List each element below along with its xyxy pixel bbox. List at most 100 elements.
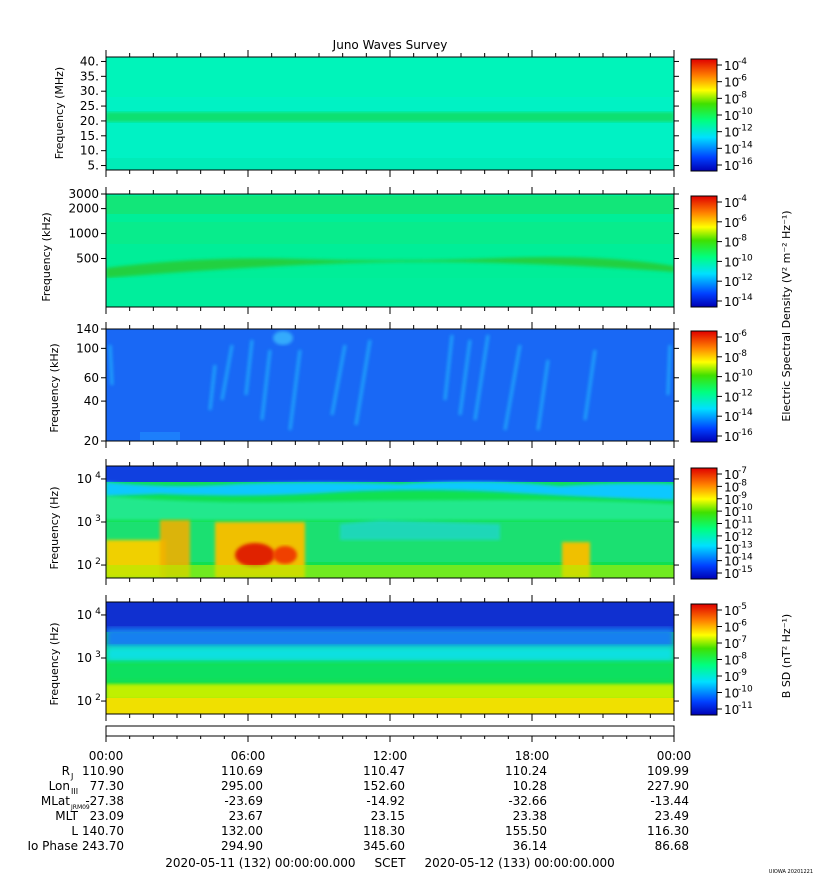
ytick-label: 140 (76, 322, 99, 336)
ytick-exponent: 2 (95, 693, 101, 703)
ylabel-5: Frequency (Hz) (48, 623, 61, 706)
colorbar-tick-exponent: -9 (738, 491, 747, 501)
colorbar-tick-exponent: -6 (738, 214, 747, 224)
ephemeris-row-label: Lon (49, 779, 70, 793)
colorbar-tick-base: 10 (724, 255, 739, 269)
ephemeris-value: 140.70 (82, 824, 124, 838)
colorbar-tick-exponent: -8 (738, 234, 747, 244)
ephemeris-value: 227.90 (647, 779, 689, 793)
colorbar-tick-base: 10 (724, 621, 739, 635)
ephemeris-value: 345.60 (363, 839, 405, 853)
colorbar-tick-exponent: -8 (738, 478, 747, 488)
ephemeris-value: 295.00 (221, 779, 263, 793)
scet-footer: 2020-05-11 (132) 00:00:00.000 SCET 2020-… (165, 856, 615, 870)
ytick-label: 10 (77, 472, 92, 486)
ephemeris-value: 152.60 (363, 779, 405, 793)
colorbar-tick-base: 10 (724, 530, 739, 544)
ytick-label: 500 (76, 252, 99, 266)
ytick-label: 25. (80, 99, 99, 113)
colorbar-tick-exponent: -8 (738, 90, 747, 100)
colorbar-tick-base: 10 (724, 555, 739, 569)
colorbar-tick-base: 10 (724, 126, 739, 140)
ytick-exponent: 2 (95, 557, 101, 567)
time-tick-label: 00:00 (657, 749, 692, 763)
colorbar-label-electric: Electric Spectral Density (V² m⁻² Hz⁻¹) (780, 210, 793, 421)
ytick-label: 10 (77, 558, 92, 572)
colorbar-tick-exponent: -12 (738, 388, 753, 398)
colorbar-tick-exponent: -16 (738, 157, 753, 167)
colorbar-tick-base: 10 (724, 351, 739, 365)
colorbar-tick-exponent: -12 (738, 528, 753, 538)
colorbar-tick-base: 10 (724, 430, 739, 444)
ytick-label: 10 (77, 651, 92, 665)
colorbar-label-bsd: B SD (nT² Hz⁻¹) (780, 614, 793, 698)
ytick-exponent: 3 (95, 650, 101, 660)
ephemeris-row-label: L (71, 824, 78, 838)
colorbar-tick-exponent: -14 (738, 293, 753, 303)
colorbar-5 (690, 603, 718, 716)
colorbar-tick-base: 10 (724, 331, 739, 345)
panel-1: 5.10.15.20.25.30.35.40. Frequency (MHz) … (53, 50, 753, 177)
spectrogram-3 (106, 329, 674, 441)
colorbar-tick-exponent: -5 (738, 602, 747, 612)
time-tick-label: 00:00 (89, 749, 124, 763)
ytick-label: 30. (80, 84, 99, 98)
colorbar-tick-base: 10 (724, 468, 739, 482)
colorbar-tick-exponent: -10 (738, 369, 753, 379)
colorbar-tick-exponent: -4 (738, 194, 747, 204)
colorbar-tick-base: 10 (724, 371, 739, 385)
ephemeris-value: 10.28 (513, 779, 547, 793)
ephemeris-value: 23.15 (371, 809, 405, 823)
ephemeris-value: 109.99 (647, 764, 689, 778)
ephemeris-value: 86.68 (655, 839, 689, 853)
colorbar-1 (690, 58, 718, 172)
ephemeris-row-label: Io Phase (27, 839, 78, 853)
colorbar-3 (690, 330, 718, 443)
ephemeris-value: 116.30 (647, 824, 689, 838)
colorbar-tick-base: 10 (724, 480, 739, 494)
colorbar-tick-exponent: -8 (738, 349, 747, 359)
ephemeris-value: -23.69 (224, 794, 263, 808)
time-tick-label: 18:00 (515, 749, 550, 763)
colorbar-tick-base: 10 (724, 493, 739, 507)
colorbar-tick-exponent: -12 (738, 273, 753, 283)
colorbar-tick-base: 10 (724, 687, 739, 701)
colorbar-tick-base: 10 (724, 670, 739, 684)
ytick-exponent: 4 (95, 471, 101, 481)
spectrogram-1 (106, 57, 674, 170)
time-tick-label: 12:00 (373, 749, 408, 763)
ytick-label: 10 (77, 694, 92, 708)
ytick-label: 60 (84, 371, 99, 385)
ytick-label: 5. (88, 159, 99, 173)
colorbar-tick-exponent: -4 (738, 57, 747, 67)
colorbar-tick-exponent: -14 (738, 140, 753, 150)
ephemeris-value: 294.90 (221, 839, 263, 853)
ephemeris-value: 243.70 (82, 839, 124, 853)
colorbar-tick-exponent: -6 (738, 619, 747, 629)
colorbar-tick-base: 10 (724, 92, 739, 106)
ytick-label: 40. (80, 54, 99, 68)
colorbar-tick-exponent: -7 (738, 466, 747, 476)
ytick-label: 20 (84, 434, 99, 448)
ytick-label: 1000 (68, 227, 99, 241)
colorbar-tick-exponent: -14 (738, 553, 753, 563)
colorbar-tick-exponent: -6 (738, 329, 747, 339)
ytick-label: 10. (80, 144, 99, 158)
ytick-label: 20. (80, 114, 99, 128)
colorbar-tick-exponent: -14 (738, 408, 753, 418)
time-axis: 00:00 06:00 12:00 18:00 00:00 R J 110.90 110.69 1… (27, 736, 691, 853)
ephemeris-value: 23.49 (655, 809, 689, 823)
colorbar-tick-exponent: -9 (738, 668, 747, 678)
spectrogram-4 (106, 466, 674, 578)
colorbar-tick-base: 10 (724, 703, 739, 717)
colorbar-tick-base: 10 (724, 109, 739, 123)
ephemeris-value: 23.67 (229, 809, 263, 823)
ephemeris-value: 110.24 (505, 764, 547, 778)
colorbar-tick-base: 10 (724, 159, 739, 173)
colorbar-tick-base: 10 (724, 542, 739, 556)
colorbar-tick-base: 10 (724, 637, 739, 651)
colorbar-tick-exponent: -6 (738, 74, 747, 84)
